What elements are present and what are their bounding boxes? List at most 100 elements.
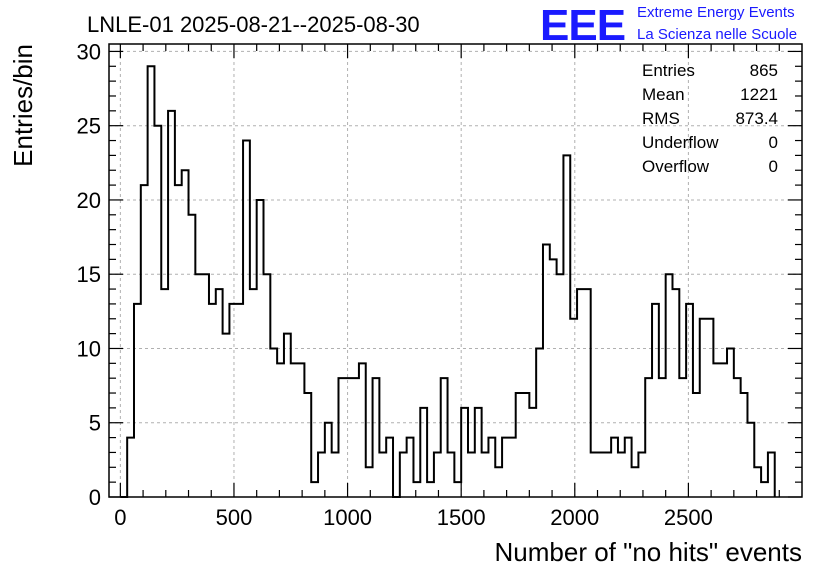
histogram-bin bbox=[686, 304, 693, 497]
histogram-bin bbox=[345, 378, 352, 497]
histogram-bin bbox=[427, 482, 434, 497]
histogram-bin bbox=[727, 348, 734, 497]
y-tick-label: 10 bbox=[77, 336, 101, 361]
x-tick-label: 1500 bbox=[437, 505, 486, 530]
x-tick-label: 2500 bbox=[664, 505, 713, 530]
x-tick-label: 0 bbox=[114, 505, 126, 530]
histogram-bin bbox=[243, 141, 250, 497]
histogram-bin bbox=[413, 482, 420, 497]
histogram-bin bbox=[127, 438, 134, 497]
histogram-bin bbox=[379, 452, 386, 497]
histogram-bin bbox=[468, 452, 475, 497]
histogram-bin bbox=[325, 423, 332, 497]
histogram-bin bbox=[148, 66, 155, 497]
histogram-bin bbox=[311, 482, 318, 497]
histogram-bin bbox=[304, 393, 311, 497]
histogram-bin bbox=[229, 304, 236, 497]
histogram-bin bbox=[441, 378, 448, 497]
histogram-bin bbox=[598, 452, 605, 497]
histogram-bin bbox=[666, 274, 673, 497]
histogram-bin bbox=[707, 319, 714, 497]
axis-ticks bbox=[109, 44, 802, 498]
histogram-bin bbox=[461, 408, 468, 497]
histogram-bin bbox=[270, 348, 277, 497]
histogram-bin bbox=[407, 438, 414, 497]
histogram-bin bbox=[618, 452, 625, 497]
tick-labels: 0 500 1000 1500 2000 2500 0 5 10 15 20 25 30 bbox=[77, 39, 713, 530]
stats-value: 0 bbox=[769, 133, 778, 152]
histogram-bin bbox=[768, 452, 775, 497]
histogram-bin bbox=[516, 393, 523, 497]
histogram-bin bbox=[161, 289, 168, 497]
stats-value: 0 bbox=[769, 157, 778, 176]
histogram-bin bbox=[182, 170, 189, 497]
histogram-bin bbox=[584, 289, 591, 497]
histogram-bin bbox=[386, 438, 393, 497]
histogram-bin bbox=[761, 482, 768, 497]
stats-box: Entries 865 Mean 1221 RMS 873.4 Underflow 0 Over… bbox=[642, 61, 778, 176]
histogram-bin bbox=[359, 363, 366, 497]
histogram-bin bbox=[550, 259, 557, 497]
histogram-bin bbox=[168, 111, 175, 497]
histogram-bin bbox=[543, 245, 550, 497]
x-tick-label: 2000 bbox=[550, 505, 599, 530]
histogram-bin bbox=[216, 289, 223, 497]
x-axis-title: Number of "no hits" events bbox=[495, 537, 803, 567]
histogram-bin bbox=[557, 274, 564, 497]
y-tick-label: 25 bbox=[77, 114, 101, 139]
stats-value: 1221 bbox=[740, 85, 778, 104]
histogram-bin bbox=[332, 452, 339, 497]
histogram-bin bbox=[318, 452, 325, 497]
histogram-bin bbox=[652, 304, 659, 497]
histogram-bin bbox=[434, 452, 441, 497]
stats-label: Underflow bbox=[642, 133, 719, 152]
histogram-bin bbox=[223, 334, 230, 497]
histogram-bin bbox=[195, 274, 202, 497]
histogram-bin bbox=[400, 452, 407, 497]
logo-mark: EEE bbox=[540, 1, 625, 50]
histogram-bin bbox=[747, 423, 754, 497]
histogram-bin bbox=[420, 408, 427, 497]
histogram-bin bbox=[672, 289, 679, 497]
histogram-bin bbox=[577, 289, 584, 497]
stats-value: 865 bbox=[750, 61, 778, 80]
histogram-bin bbox=[754, 467, 761, 497]
histogram-bin bbox=[734, 378, 741, 497]
histogram-bin bbox=[454, 482, 461, 497]
histogram-bin bbox=[536, 348, 543, 497]
histogram-outline bbox=[120, 65, 776, 498]
plot-frame bbox=[108, 43, 803, 498]
histogram-bin bbox=[284, 334, 291, 497]
histogram-bin bbox=[523, 393, 530, 497]
histogram-bin bbox=[720, 363, 727, 497]
histogram-bin bbox=[570, 319, 577, 497]
logo-line2: La Scienza nelle Scuole bbox=[637, 26, 797, 43]
y-tick-label: 5 bbox=[89, 411, 101, 436]
histogram-bin bbox=[141, 185, 148, 497]
histogram-bin bbox=[700, 319, 707, 497]
histogram-bin bbox=[352, 378, 359, 497]
histogram-bin bbox=[509, 438, 516, 497]
x-tick-label: 500 bbox=[216, 505, 253, 530]
histogram-bin bbox=[659, 378, 666, 497]
histogram-bin bbox=[529, 408, 536, 497]
histogram-bin bbox=[264, 274, 271, 497]
stats-label: Mean bbox=[642, 85, 685, 104]
logo-line1: Extreme Energy Events bbox=[637, 4, 795, 21]
histogram-bin bbox=[250, 289, 257, 497]
histogram-bin bbox=[604, 452, 611, 497]
eee-logo: EEE Extreme Energy Events La Scienza nel… bbox=[540, 1, 797, 50]
histogram-bin bbox=[632, 467, 639, 497]
histogram-bin bbox=[495, 467, 502, 497]
histogram-bin bbox=[741, 393, 748, 497]
y-tick-label: 0 bbox=[89, 485, 101, 510]
histogram-bin bbox=[291, 363, 298, 497]
histogram-bin bbox=[448, 452, 455, 497]
y-tick-label: 30 bbox=[77, 39, 101, 64]
y-tick-label: 15 bbox=[77, 262, 101, 287]
histogram-bin bbox=[338, 378, 345, 497]
stats-label: Overflow bbox=[642, 157, 710, 176]
histogram-bin bbox=[277, 363, 284, 497]
stats-value: 873.4 bbox=[735, 109, 778, 128]
